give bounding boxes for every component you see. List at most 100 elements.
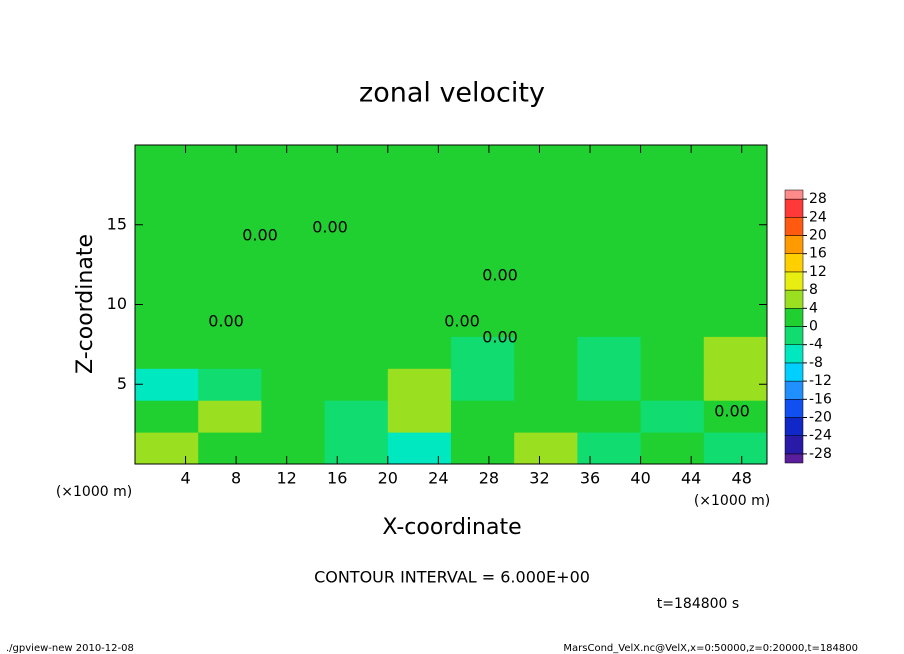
x-tick-label: 4 [180, 469, 190, 488]
colorbar-tick-label: -24 [809, 428, 832, 444]
field-cell [261, 336, 326, 369]
field-cell [135, 304, 199, 337]
field-cell [514, 432, 578, 465]
y-tick-label: 15 [107, 214, 127, 233]
colorbar-bin [784, 253, 804, 273]
field-cell [324, 224, 389, 305]
field-cell [577, 304, 642, 337]
colorbar-tick-label: 20 [809, 228, 827, 244]
colorbar-tick-label: -16 [809, 391, 832, 407]
field-cell [324, 400, 389, 433]
field-cell [324, 368, 389, 401]
field-cell [387, 145, 452, 226]
colorbar-bin [784, 453, 804, 464]
field-cell [577, 400, 642, 433]
field-cell [198, 368, 262, 401]
colorbar-bin [784, 308, 804, 327]
x-tick-label: 36 [580, 469, 600, 488]
colorbar-bin [784, 417, 804, 436]
colorbar-bin [784, 435, 804, 455]
x-tick-label: 40 [630, 469, 650, 488]
field-cell [514, 145, 578, 226]
field-cell [261, 368, 326, 401]
x-tick-label: 28 [479, 469, 499, 488]
field-cell [387, 432, 452, 465]
field-cell [261, 224, 326, 305]
x-unit-label: (×1000 m) [56, 484, 132, 500]
field-cell [703, 432, 768, 465]
x-tick-label: 20 [378, 469, 398, 488]
x-tick-label: 16 [327, 469, 347, 488]
x-axis-label: X-coordinate [382, 515, 521, 540]
colorbar-tick-label: 0 [809, 319, 818, 335]
field-cell [640, 304, 705, 337]
field-cell [577, 432, 642, 465]
time-label: t=184800 s [657, 596, 739, 612]
field-cell [451, 400, 515, 433]
field-cell [135, 400, 199, 433]
x-unit-label: (×1000 m) [694, 493, 770, 509]
field-cell [703, 368, 768, 401]
contour-label: 0.00 [444, 312, 480, 331]
field-cell [135, 336, 199, 369]
chart-title: zonal velocity [359, 78, 545, 109]
field-cell [451, 432, 515, 465]
colorbar-tick-label: 12 [809, 264, 827, 280]
contour-label: 0.00 [208, 312, 244, 331]
contour-label: 0.00 [714, 402, 750, 421]
field-cell [640, 145, 705, 226]
x-tick-label: 24 [428, 469, 448, 488]
field-cell [324, 336, 389, 369]
colorbar-tick-label: -8 [809, 355, 823, 371]
field-cell [514, 224, 578, 305]
x-tick-label: 8 [231, 469, 241, 488]
field-cell [451, 304, 515, 337]
colorbar-bin [784, 235, 804, 254]
colorbar-bin [784, 399, 804, 418]
field-cell [135, 224, 199, 305]
field-cell [703, 145, 768, 226]
field-cell [703, 336, 768, 369]
colorbar-tick-label: -4 [809, 337, 823, 353]
colorbar-tick-label: 24 [809, 209, 827, 225]
field-cell [261, 304, 326, 337]
footer-right: MarsCond_VelX.nc@VelX,x=0:50000,z=0:2000… [563, 643, 858, 654]
contour-label: 0.00 [482, 328, 518, 347]
field-cell [514, 304, 578, 337]
colorbar-tick-label: -20 [809, 410, 832, 426]
x-tick-label: 44 [681, 469, 701, 488]
field-cell [198, 432, 262, 465]
x-tick-label: 12 [277, 469, 297, 488]
colorbar-bin [784, 380, 804, 400]
field-cell [640, 400, 705, 433]
colorbar-tick-label: 4 [809, 300, 818, 316]
y-axis-label: Z-coordinate [73, 234, 98, 374]
colorbar-tick-label: -12 [809, 373, 832, 389]
field-cell [451, 224, 515, 305]
colorbar-bin [784, 198, 804, 218]
field-cell [198, 224, 262, 305]
field-cell [261, 432, 326, 465]
field-cell [640, 224, 705, 305]
field-cell [324, 432, 389, 465]
field-cell [198, 304, 262, 337]
contour-interval: CONTOUR INTERVAL = 6.000E+00 [314, 568, 590, 587]
field-cell [387, 224, 452, 305]
y-tick-label: 10 [107, 294, 127, 313]
colorbar-tick-label: 16 [809, 246, 827, 262]
colorbar-tick-label: -28 [809, 446, 832, 462]
colorbar-tick-label: 8 [809, 282, 818, 298]
contour-label: 0.00 [312, 218, 348, 237]
field-cell [198, 145, 262, 226]
footer-left: ./gpview-new 2010-12-08 [6, 643, 134, 654]
contour-label: 0.00 [482, 266, 518, 285]
field-cell [703, 304, 768, 337]
field-cell [577, 224, 642, 305]
field-cell [387, 336, 452, 369]
field-cell [577, 336, 642, 369]
field-cell [514, 368, 578, 401]
field-cell [135, 368, 199, 401]
field-cell [135, 432, 199, 465]
